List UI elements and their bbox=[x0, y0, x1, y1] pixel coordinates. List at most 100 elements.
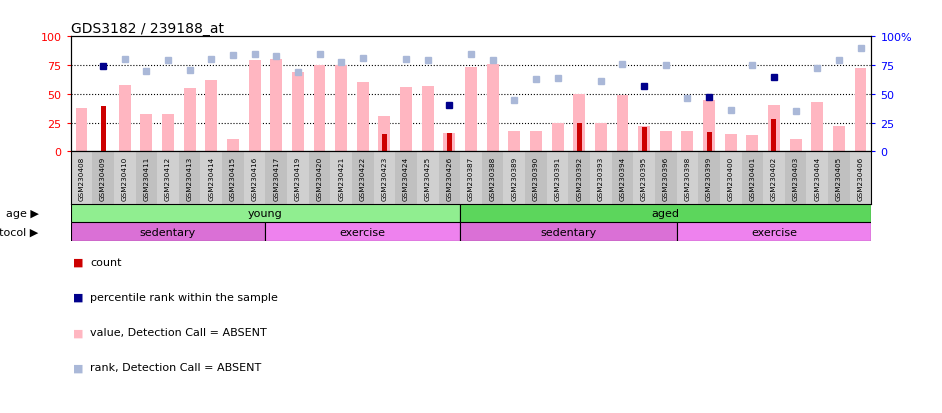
Bar bbox=[444, 133, 455, 152]
Bar bbox=[114, 152, 136, 204]
Text: ■: ■ bbox=[73, 363, 84, 373]
Text: GSM230412: GSM230412 bbox=[165, 156, 171, 200]
Text: GSM230400: GSM230400 bbox=[727, 156, 734, 200]
Bar bbox=[374, 152, 396, 204]
Bar bbox=[746, 136, 758, 152]
Text: GSM230403: GSM230403 bbox=[792, 156, 799, 200]
Text: GSM230416: GSM230416 bbox=[252, 156, 257, 200]
Bar bbox=[400, 88, 412, 152]
Bar bbox=[833, 127, 845, 152]
Bar bbox=[577, 123, 582, 152]
Bar bbox=[335, 66, 347, 152]
Bar bbox=[659, 131, 672, 152]
Text: GSM230413: GSM230413 bbox=[187, 156, 193, 200]
Bar bbox=[509, 131, 520, 152]
Bar bbox=[309, 152, 331, 204]
Bar bbox=[828, 152, 850, 204]
Bar bbox=[379, 116, 390, 152]
Bar bbox=[789, 139, 802, 152]
Bar bbox=[525, 152, 546, 204]
Text: GSM230405: GSM230405 bbox=[836, 156, 842, 200]
Text: GSM230390: GSM230390 bbox=[533, 156, 539, 200]
Bar bbox=[465, 68, 477, 152]
Text: GSM230389: GSM230389 bbox=[512, 156, 517, 200]
Bar bbox=[676, 223, 871, 242]
Bar bbox=[590, 152, 611, 204]
Bar bbox=[227, 139, 239, 152]
Bar bbox=[101, 107, 106, 152]
Text: GSM230394: GSM230394 bbox=[620, 156, 625, 200]
Bar bbox=[642, 128, 646, 152]
Text: GSM230414: GSM230414 bbox=[208, 156, 215, 200]
Text: GSM230406: GSM230406 bbox=[857, 156, 864, 200]
Bar bbox=[71, 223, 266, 242]
Bar bbox=[331, 152, 352, 204]
Bar bbox=[266, 223, 461, 242]
Text: ■: ■ bbox=[73, 328, 84, 337]
Text: aged: aged bbox=[652, 209, 680, 218]
Bar bbox=[136, 152, 157, 204]
Bar bbox=[314, 66, 326, 152]
Text: exercise: exercise bbox=[340, 227, 386, 237]
Text: sedentary: sedentary bbox=[140, 227, 196, 237]
Bar bbox=[396, 152, 417, 204]
Text: value, Detection Call = ABSENT: value, Detection Call = ABSENT bbox=[90, 328, 268, 337]
Bar bbox=[461, 152, 481, 204]
Bar bbox=[552, 123, 563, 152]
Text: young: young bbox=[248, 209, 283, 218]
Bar bbox=[71, 152, 92, 204]
Text: GSM230410: GSM230410 bbox=[122, 156, 128, 200]
Text: GSM230426: GSM230426 bbox=[447, 156, 452, 200]
Bar bbox=[439, 152, 461, 204]
Text: rank, Detection Call = ABSENT: rank, Detection Call = ABSENT bbox=[90, 363, 262, 373]
Bar bbox=[546, 152, 568, 204]
Text: GSM230424: GSM230424 bbox=[403, 156, 409, 200]
Bar bbox=[771, 120, 776, 152]
Bar bbox=[352, 152, 374, 204]
Bar bbox=[249, 61, 261, 152]
Text: GSM230415: GSM230415 bbox=[230, 156, 236, 200]
Text: age ▶: age ▶ bbox=[6, 209, 39, 218]
Text: GDS3182 / 239188_at: GDS3182 / 239188_at bbox=[71, 22, 223, 36]
Bar bbox=[655, 152, 676, 204]
Bar bbox=[270, 60, 283, 152]
Bar bbox=[162, 115, 174, 152]
Text: GSM230399: GSM230399 bbox=[706, 156, 712, 200]
Bar bbox=[633, 152, 655, 204]
Bar bbox=[854, 69, 867, 152]
Bar bbox=[447, 133, 452, 152]
Bar bbox=[75, 108, 88, 152]
Text: GSM230417: GSM230417 bbox=[273, 156, 279, 200]
Text: GSM230422: GSM230422 bbox=[360, 156, 365, 200]
Text: GSM230398: GSM230398 bbox=[685, 156, 690, 200]
Text: GSM230391: GSM230391 bbox=[555, 156, 560, 200]
Text: GSM230425: GSM230425 bbox=[425, 156, 430, 200]
Bar bbox=[382, 135, 387, 152]
Bar bbox=[811, 102, 823, 152]
Text: GSM230392: GSM230392 bbox=[577, 156, 582, 200]
Text: GSM230420: GSM230420 bbox=[317, 156, 322, 200]
Bar bbox=[357, 83, 368, 152]
Bar bbox=[266, 152, 287, 204]
Text: percentile rank within the sample: percentile rank within the sample bbox=[90, 292, 278, 302]
Bar bbox=[806, 152, 828, 204]
Bar bbox=[244, 152, 266, 204]
Bar bbox=[292, 73, 304, 152]
Bar bbox=[706, 133, 711, 152]
Bar bbox=[481, 152, 503, 204]
Bar bbox=[201, 152, 222, 204]
Text: ■: ■ bbox=[73, 257, 84, 267]
Bar bbox=[638, 127, 650, 152]
Text: GSM230393: GSM230393 bbox=[598, 156, 604, 200]
Bar bbox=[119, 85, 131, 152]
Bar bbox=[768, 106, 780, 152]
Bar bbox=[574, 95, 585, 152]
Bar bbox=[92, 152, 114, 204]
Text: ■: ■ bbox=[73, 292, 84, 302]
Bar bbox=[461, 204, 871, 223]
Bar bbox=[71, 204, 461, 223]
Text: GSM230411: GSM230411 bbox=[143, 156, 150, 200]
Bar bbox=[222, 152, 244, 204]
Bar bbox=[179, 152, 201, 204]
Bar bbox=[184, 89, 196, 152]
